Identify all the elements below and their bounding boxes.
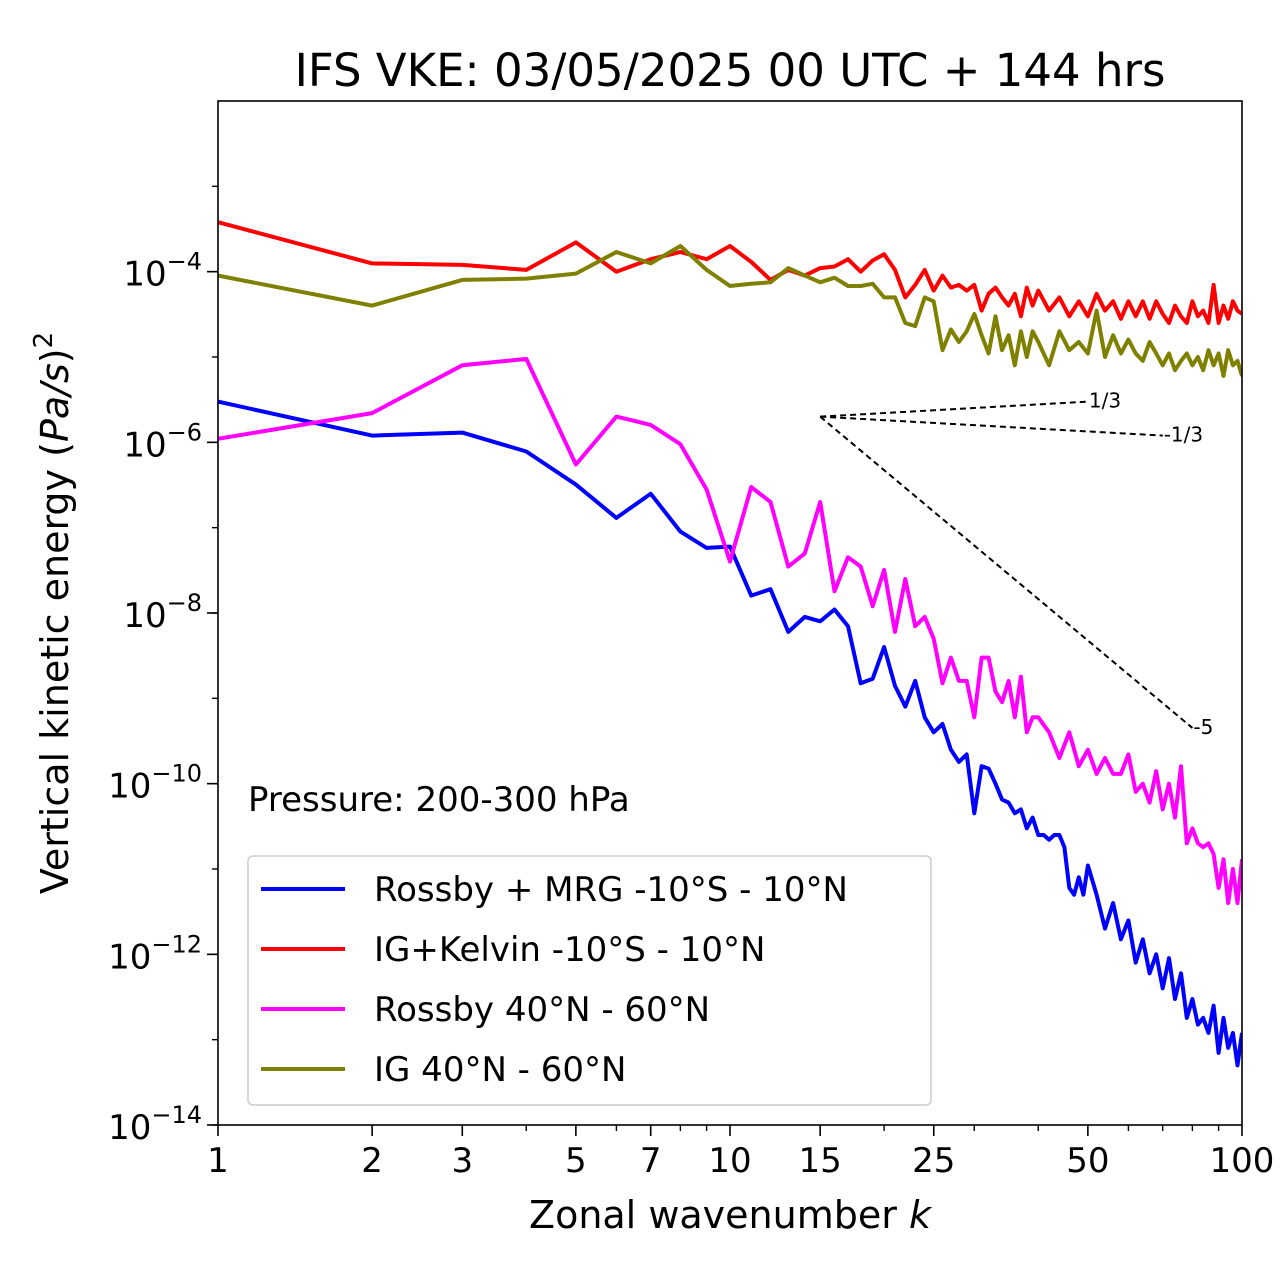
series-group — [218, 220, 1242, 1068]
reference-slope-line-0 — [820, 400, 1088, 418]
x-axis-label-text: Zonal wavenumber — [529, 1193, 897, 1237]
x-tick-label-3: 5 — [565, 1141, 587, 1181]
reference-slopes: 1/3 -1/3 -5 — [819, 389, 1213, 739]
y-tick-label-5: 10−4 — [123, 248, 202, 295]
x-tick-label-4: 7 — [640, 1141, 662, 1181]
y-tick-label-4: 10−6 — [123, 418, 202, 465]
y-tick-label-0: 10−14 — [108, 1101, 202, 1148]
x-tick-label-8: 50 — [1066, 1141, 1109, 1181]
legend-label-0: Rossby + MRG -10°S - 10°N — [374, 870, 848, 910]
x-axis-label: Zonal wavenumber k — [529, 1193, 933, 1237]
series-line-2 — [218, 356, 1242, 905]
legend-label-3: IG 40°N - 60°N — [374, 1050, 626, 1090]
x-tick-label-9: 100 — [1210, 1141, 1275, 1181]
x-tick-label-1: 2 — [361, 1141, 383, 1181]
series-line-0 — [218, 399, 1242, 1068]
x-tick-label-7: 25 — [912, 1141, 955, 1181]
reference-slope-line-2 — [819, 415, 1194, 729]
y-axis-label-main: Vertical kinetic energy ( — [33, 442, 77, 894]
x-tick-label-0: 1 — [207, 1141, 229, 1181]
y-axis-label-var: Pa/s — [33, 363, 77, 442]
y-axis-label-close: ) — [33, 348, 77, 363]
reference-slope-label-1: -1/3 — [1164, 423, 1203, 447]
x-tick-label-6: 15 — [799, 1141, 842, 1181]
x-axis: 1 2 3 5 7 10 15 25 50 100 — [207, 1125, 1274, 1181]
x-axis-label-var: k — [909, 1193, 933, 1237]
y-tick-label-3: 10−8 — [123, 589, 202, 636]
y-axis: 10−14 10−12 10−10 10−8 10−6 10−4 — [108, 185, 218, 1148]
x-tick-label-2: 3 — [451, 1141, 473, 1181]
x-tick-label-5: 10 — [708, 1141, 751, 1181]
pressure-annotation: Pressure: 200-300 hPa — [248, 780, 630, 820]
series-line-3 — [218, 244, 1242, 378]
legend-frame — [247, 855, 932, 1106]
legend-label-2: Rossby 40°N - 60°N — [374, 990, 710, 1030]
reference-slope-line-1 — [820, 415, 1163, 437]
reference-slope-label-0: 1/3 — [1089, 389, 1121, 413]
y-tick-label-1: 10−12 — [108, 930, 202, 977]
y-axis-label-sup: 2 — [29, 332, 59, 349]
chart-title: IFS VKE: 03/05/2025 00 UTC + 144 hrs — [295, 44, 1166, 97]
legend: Rossby + MRG -10°S - 10°N IG+Kelvin -10°S… — [247, 855, 932, 1106]
y-tick-label-2: 10−10 — [108, 760, 202, 807]
reference-slope-label-2: -5 — [1193, 715, 1213, 739]
legend-label-1: IG+Kelvin -10°S - 10°N — [374, 930, 765, 970]
y-axis-label: Vertical kinetic energy (Pa/s)2 — [29, 332, 77, 894]
